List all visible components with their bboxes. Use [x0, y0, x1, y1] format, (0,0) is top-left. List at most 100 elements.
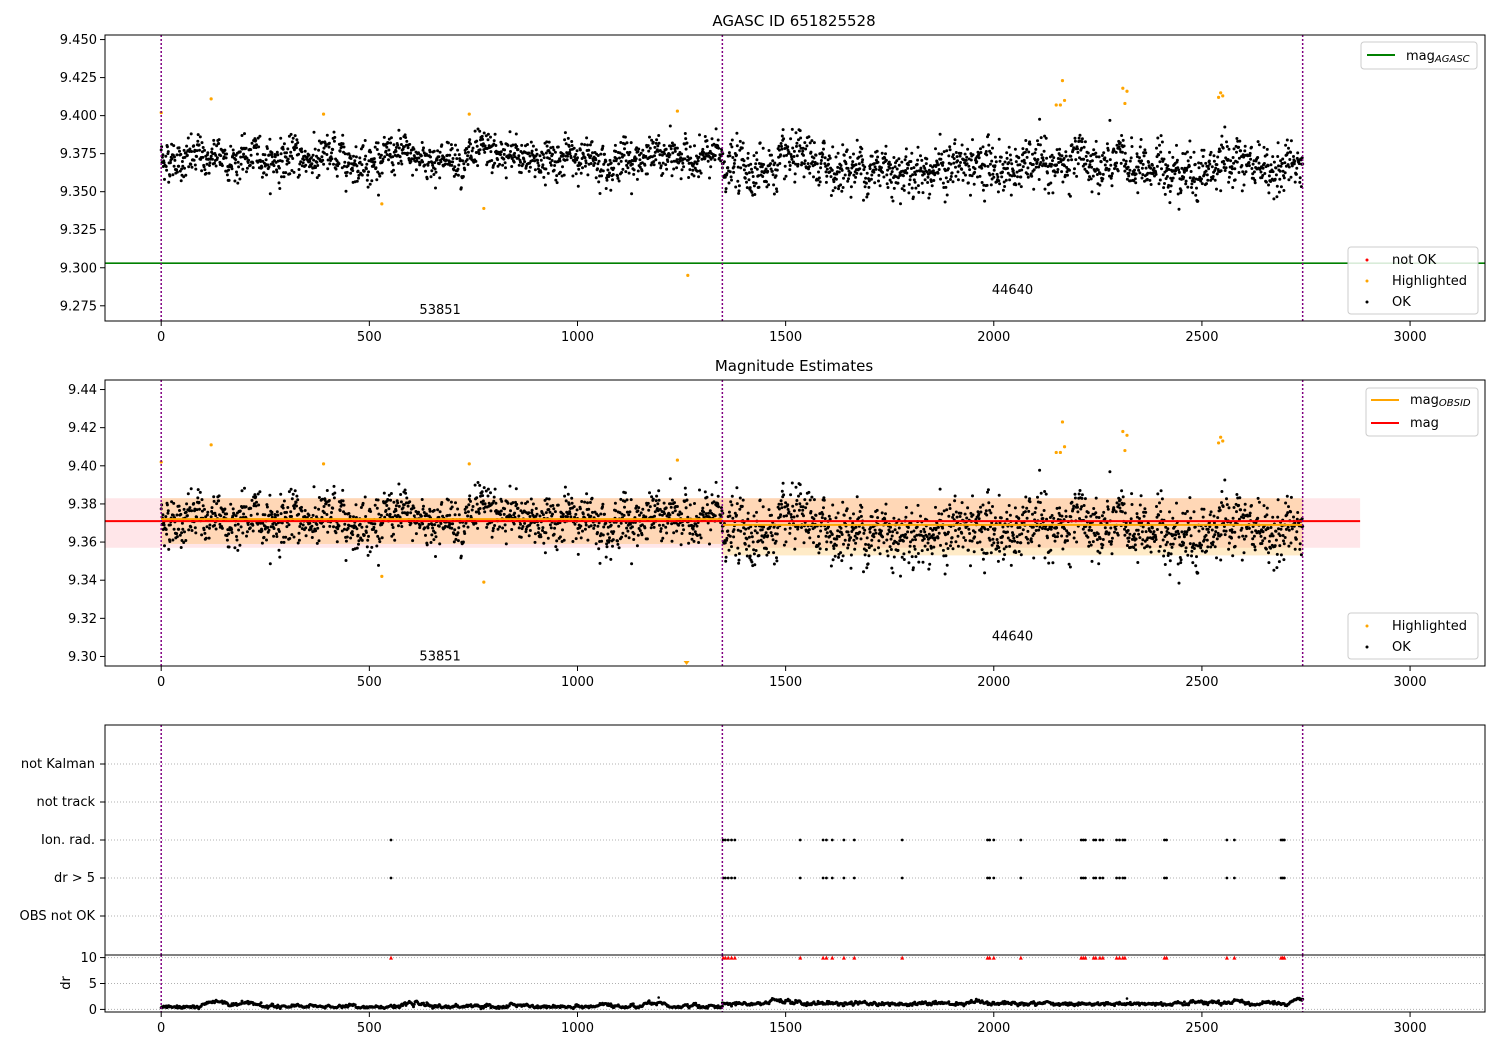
- ok-point: [291, 136, 295, 140]
- ok-point: [636, 150, 640, 154]
- ok-point: [688, 532, 692, 535]
- ok-point: [392, 500, 396, 504]
- ok-point: [296, 141, 300, 145]
- ok-point: [1003, 553, 1007, 557]
- ok-point: [867, 185, 871, 189]
- ok-point: [1145, 177, 1149, 181]
- ok-point: [993, 527, 997, 531]
- ok-point: [437, 155, 441, 159]
- ok-point: [1058, 506, 1062, 510]
- ok-point: [184, 539, 188, 542]
- ok-point: [1097, 192, 1101, 196]
- ok-point: [308, 159, 312, 163]
- ok-point: [571, 540, 575, 543]
- ok-point: [948, 145, 952, 149]
- ok-point: [249, 513, 253, 517]
- ok-point: [735, 486, 739, 490]
- highlighted-point: [1216, 95, 1221, 99]
- ok-point: [669, 147, 673, 151]
- ok-point: [841, 143, 845, 147]
- ok-point: [592, 164, 596, 167]
- highlighted-point: [380, 202, 384, 206]
- ok-point: [1284, 143, 1288, 147]
- ok-point: [512, 522, 516, 526]
- ok-point: [442, 156, 446, 159]
- ok-point: [991, 172, 995, 176]
- ok-point: [951, 153, 955, 157]
- ok-point: [832, 180, 836, 184]
- ok-point: [705, 139, 709, 143]
- ok-point: [561, 165, 564, 169]
- ok-point: [635, 544, 639, 548]
- ok-point: [1208, 162, 1212, 166]
- ok-point: [360, 525, 364, 529]
- ok-point: [537, 164, 541, 168]
- ok-point: [795, 502, 798, 506]
- ok-point: [912, 166, 916, 170]
- ok-point: [258, 134, 262, 138]
- ok-point: [309, 527, 313, 531]
- ok-point: [795, 499, 799, 502]
- ok-point: [775, 559, 779, 563]
- ok-point: [609, 161, 613, 165]
- ok-point: [1010, 174, 1014, 178]
- ok-point: [945, 193, 949, 197]
- ok-point: [1282, 174, 1285, 178]
- ok-point: [913, 547, 917, 551]
- ok-point: [1152, 166, 1156, 170]
- ok-point: [331, 506, 335, 510]
- ok-point: [279, 512, 283, 516]
- ok-point: [1005, 156, 1009, 160]
- ok-point: [960, 143, 964, 147]
- ok-point: [719, 159, 723, 163]
- ok-point: [810, 139, 814, 143]
- ok-point: [452, 532, 456, 536]
- ok-point: [701, 147, 705, 151]
- ok-point: [297, 168, 301, 171]
- ok-point: [874, 167, 878, 171]
- ok-point: [917, 560, 921, 564]
- ok-point: [965, 516, 969, 520]
- ok-point: [829, 540, 833, 544]
- ok-point: [852, 512, 855, 516]
- ok-point: [779, 153, 783, 157]
- ok-point: [948, 507, 952, 510]
- ok-point: [275, 150, 279, 154]
- ok-point: [574, 537, 578, 541]
- ok-point: [993, 164, 997, 168]
- ok-point: [172, 527, 176, 531]
- ok-point: [546, 171, 550, 175]
- ok-point: [344, 174, 348, 178]
- ok-point: [456, 148, 460, 152]
- ok-point: [531, 502, 535, 506]
- ok-point: [817, 176, 821, 180]
- ok-point: [461, 540, 465, 544]
- ok-point: [1098, 183, 1102, 187]
- ok-point: [650, 495, 654, 499]
- ok-point: [1032, 168, 1036, 172]
- ok-point: [542, 541, 546, 545]
- agasc-xtick-label: 500: [357, 330, 382, 345]
- ok-point: [1063, 527, 1066, 531]
- ok-point: [1031, 152, 1034, 156]
- ok-point: [782, 493, 786, 497]
- ok-point: [292, 148, 296, 152]
- ok-point: [627, 153, 631, 157]
- ok-point: [1265, 147, 1269, 151]
- ok-point: [988, 538, 992, 542]
- ok-point: [755, 158, 759, 162]
- ok-point: [877, 546, 880, 550]
- ok-point: [1043, 527, 1047, 531]
- ok-point: [555, 174, 559, 178]
- ok-point: [986, 133, 990, 137]
- ok-point: [916, 145, 920, 149]
- ok-point: [1041, 156, 1045, 160]
- ok-point: [275, 170, 279, 174]
- ok-point: [212, 138, 216, 142]
- ok-point: [846, 179, 850, 183]
- ok-point: [743, 176, 747, 180]
- ok-point: [853, 180, 857, 184]
- ok-point: [887, 160, 891, 164]
- ok-point: [233, 161, 237, 165]
- ok-point: [762, 163, 766, 166]
